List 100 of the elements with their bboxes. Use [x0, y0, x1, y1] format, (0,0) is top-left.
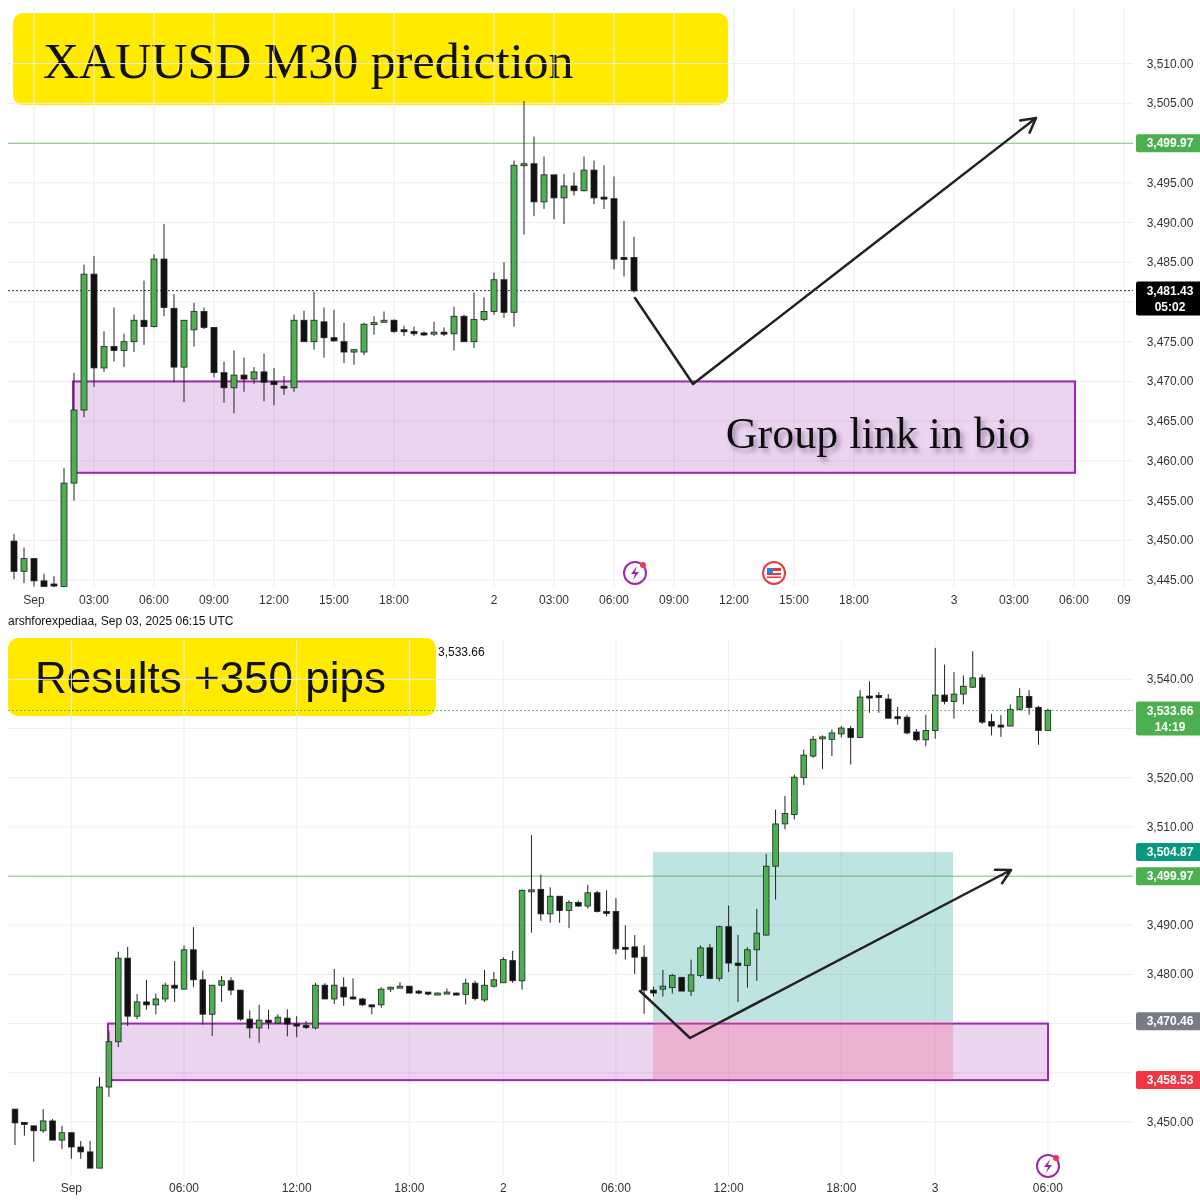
candlestick	[49, 1118, 56, 1141]
x-tick-label: 12:00	[281, 1181, 313, 1195]
candlestick	[450, 306, 458, 351]
candlestick	[11, 1108, 19, 1146]
candlestick	[246, 1009, 253, 1039]
annotation: Group link in bio	[725, 409, 1031, 458]
candlestick	[922, 714, 930, 747]
x-tick-label: 06:00	[1032, 1181, 1064, 1195]
candlestick	[310, 291, 318, 351]
candlestick	[470, 291, 478, 349]
candlestick	[997, 714, 1005, 738]
candlestick	[133, 993, 141, 1020]
candlestick	[969, 650, 976, 689]
candlestick	[220, 361, 228, 404]
x-tick-label: 09:00	[658, 593, 690, 607]
y-tick-label: 3,490.00	[1146, 215, 1194, 230]
candlestick	[100, 330, 108, 373]
x-tick-label: 2	[490, 593, 498, 607]
x-tick-label: 09:00	[198, 593, 230, 607]
candlestick	[340, 976, 347, 1007]
x-tick-label: 03:00	[538, 593, 570, 607]
x-tick-label: 09	[1117, 593, 1131, 607]
candlestick	[584, 884, 591, 909]
x-tick-label: 12:00	[713, 1181, 744, 1195]
candlestick	[603, 889, 610, 917]
x-tick-label: 06:00	[138, 593, 170, 607]
y-tick-label: 3,505.00	[1146, 96, 1194, 111]
candlestick	[988, 713, 995, 736]
candlestick	[280, 375, 288, 396]
y-tick-label: 3,445.00	[1146, 573, 1194, 588]
candlestick	[293, 1015, 300, 1038]
x-tick-label: 12:00	[258, 593, 290, 607]
ref-line-label: 3,499.97	[1146, 136, 1194, 151]
x-tick-label: 03:00	[78, 593, 110, 607]
text: arshforexpediaa, Sep 03, 2025 06:15 UTC	[8, 614, 234, 628]
candlestick	[230, 349, 238, 414]
candlestick	[875, 691, 883, 714]
candlestick	[410, 326, 418, 337]
x-tick-label: 18:00	[826, 1181, 857, 1195]
x-tick-label: 06:00	[600, 1181, 632, 1195]
x-tick-label: 06:00	[598, 593, 630, 607]
candlestick	[350, 349, 358, 366]
candlestick	[250, 366, 258, 385]
candlestick	[260, 353, 268, 402]
candlestick	[481, 969, 488, 1003]
x-tick-label: Sep	[23, 593, 45, 607]
candlestick	[265, 1009, 272, 1030]
x-tick-label: 15:00	[318, 593, 350, 607]
candlestick	[560, 173, 568, 225]
y-tick-label: 3,455.00	[1146, 493, 1194, 508]
candlestick	[570, 171, 578, 197]
candlestick	[400, 325, 408, 337]
candlestick	[490, 971, 498, 989]
x-tick-label: 03:00	[998, 593, 1030, 607]
candlestick	[68, 1132, 75, 1160]
candlestick	[370, 315, 378, 336]
candlestick	[1035, 705, 1042, 746]
x-tick-label: 2	[499, 1181, 507, 1195]
candlestick	[659, 969, 667, 998]
candlestick	[565, 899, 573, 929]
candlestick	[130, 314, 138, 353]
y-tick-label: 3,490.00	[1146, 918, 1194, 933]
candlestick	[631, 934, 638, 975]
y-tick-label: 3,450.00	[1146, 1114, 1194, 1129]
candlestick	[781, 795, 789, 830]
y-tick-label: 3,475.00	[1146, 334, 1194, 349]
candlestick	[620, 220, 628, 278]
x-tick-label: 18:00	[378, 593, 410, 607]
candlestick	[340, 322, 348, 364]
candlestick	[58, 1125, 66, 1150]
candlestick	[320, 307, 328, 359]
candlestick	[809, 735, 817, 759]
candlestick	[556, 895, 563, 924]
x-tick-label: 3	[950, 593, 958, 607]
y-tick-label: 3,540.00	[1146, 672, 1194, 687]
candlestick	[377, 986, 385, 1009]
y-tick-label: 3,480.00	[1146, 967, 1194, 982]
candlestick	[885, 693, 892, 720]
candlestick	[110, 307, 118, 363]
candlestick	[819, 734, 826, 770]
candlestick	[143, 979, 150, 1011]
y-tick-label: 3,460.00	[1146, 453, 1194, 468]
candlestick	[462, 978, 469, 1005]
y-tick-label: 3,510.00	[1146, 56, 1194, 71]
candlestick	[300, 310, 308, 343]
candlestick	[218, 975, 225, 1003]
candlestick	[550, 174, 558, 220]
candlestick	[120, 333, 128, 368]
candlestick	[255, 1004, 263, 1044]
candlestick	[162, 982, 169, 1003]
candlestick	[30, 558, 38, 587]
candlestick	[430, 321, 438, 337]
candlestick	[1025, 689, 1033, 716]
text: 3,458.53	[1146, 1072, 1194, 1087]
x-tick-label: 15:00	[778, 593, 810, 607]
candlestick	[687, 959, 695, 997]
candlestick	[40, 573, 48, 587]
candlestick	[330, 309, 338, 343]
candlestick	[86, 1140, 94, 1169]
x-tick-label: 06:00	[1058, 593, 1090, 607]
